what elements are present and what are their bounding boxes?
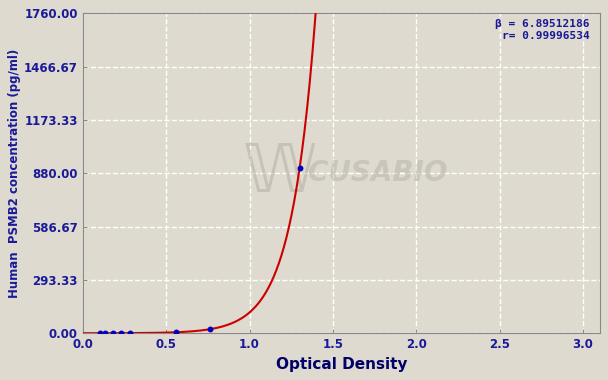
Point	[116, 330, 126, 336]
Text: CUSABIO: CUSABIO	[308, 159, 447, 187]
X-axis label: Optical Density: Optical Density	[275, 357, 407, 372]
Point	[295, 165, 305, 171]
Point	[171, 329, 181, 335]
Point	[205, 326, 215, 332]
Point	[100, 330, 109, 336]
Point	[108, 330, 118, 336]
Y-axis label: Human  PSMB2 concentration (pg/ml): Human PSMB2 concentration (pg/ml)	[9, 49, 21, 298]
Text: β = 6.89512186
r= 0.99996534: β = 6.89512186 r= 0.99996534	[496, 19, 590, 41]
Point	[125, 330, 134, 336]
Text: 𝕎: 𝕎	[243, 140, 316, 206]
Point	[95, 330, 105, 336]
